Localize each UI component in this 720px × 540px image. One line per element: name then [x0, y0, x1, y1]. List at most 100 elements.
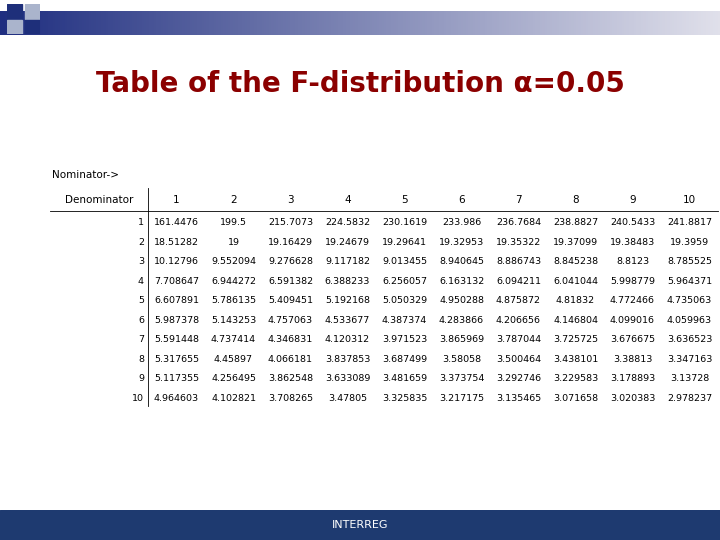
Bar	[218, 11, 221, 35]
Bar	[305, 11, 307, 35]
Text: 2.978237: 2.978237	[667, 394, 712, 403]
Bar	[204, 11, 207, 35]
Bar	[135, 11, 137, 35]
Bar	[466, 11, 468, 35]
Bar	[333, 11, 336, 35]
Text: 19.35322: 19.35322	[496, 238, 541, 247]
Bar	[495, 11, 497, 35]
Bar	[60, 11, 63, 35]
Bar	[610, 11, 612, 35]
Bar	[103, 11, 106, 35]
Bar	[300, 11, 302, 35]
Text: 4.206656: 4.206656	[496, 316, 541, 325]
Text: 233.986: 233.986	[442, 218, 481, 227]
Bar	[626, 11, 629, 35]
Bar	[456, 11, 459, 35]
Bar	[214, 11, 216, 35]
Bar	[146, 11, 149, 35]
Bar	[27, 11, 29, 35]
Bar	[106, 11, 108, 35]
Bar	[410, 11, 413, 35]
Text: 8: 8	[138, 355, 144, 364]
Bar	[355, 11, 358, 35]
Bar	[63, 11, 65, 35]
Bar	[163, 11, 166, 35]
Text: 3.347163: 3.347163	[667, 355, 712, 364]
Text: 230.1619: 230.1619	[382, 218, 427, 227]
Bar	[513, 11, 516, 35]
Bar	[182, 11, 185, 35]
Text: 5.998779: 5.998779	[610, 277, 655, 286]
Bar	[338, 11, 341, 35]
Text: 3.708265: 3.708265	[268, 394, 313, 403]
Bar	[660, 11, 662, 35]
Bar	[324, 11, 326, 35]
Bar	[569, 11, 571, 35]
Text: 10: 10	[683, 195, 696, 205]
Text: 10: 10	[132, 394, 144, 403]
Bar	[492, 11, 495, 35]
Bar	[221, 11, 223, 35]
Text: 161.4476: 161.4476	[154, 218, 199, 227]
Bar	[7, 11, 9, 35]
Bar	[108, 11, 110, 35]
Bar	[372, 11, 374, 35]
Text: 8.886743: 8.886743	[496, 258, 541, 266]
Text: 4.066181: 4.066181	[268, 355, 313, 364]
Text: 3.787044: 3.787044	[496, 335, 541, 345]
Bar	[7, 4, 22, 18]
Text: 4.964603: 4.964603	[154, 394, 199, 403]
Text: 4.735063: 4.735063	[667, 296, 712, 306]
Bar	[480, 11, 482, 35]
Bar	[413, 11, 415, 35]
Bar	[7, 21, 22, 34]
Bar	[384, 11, 387, 35]
Bar	[199, 11, 202, 35]
Bar	[22, 11, 24, 35]
Bar	[470, 11, 473, 35]
Bar	[360, 11, 362, 35]
Bar	[653, 11, 655, 35]
Text: 4.772466: 4.772466	[610, 296, 655, 306]
Bar	[605, 11, 607, 35]
Text: 7.708647: 7.708647	[154, 277, 199, 286]
Bar	[468, 11, 470, 35]
Bar	[590, 11, 593, 35]
Bar	[475, 11, 477, 35]
Bar	[691, 11, 693, 35]
Bar	[197, 11, 199, 35]
Bar	[346, 11, 348, 35]
Bar	[689, 11, 691, 35]
Bar	[432, 11, 434, 35]
Bar	[619, 11, 621, 35]
Bar	[180, 11, 182, 35]
Text: 3.38813: 3.38813	[613, 355, 652, 364]
Bar	[648, 11, 650, 35]
Bar	[307, 11, 310, 35]
Bar	[36, 11, 38, 35]
Text: Nominator->: Nominator->	[52, 170, 119, 180]
Bar	[122, 11, 125, 35]
Bar	[437, 11, 439, 35]
Bar	[259, 11, 261, 35]
Bar	[454, 11, 456, 35]
Bar	[225, 11, 228, 35]
Bar	[202, 11, 204, 35]
Bar	[461, 11, 463, 35]
Bar	[331, 11, 333, 35]
Bar	[624, 11, 626, 35]
Bar	[358, 11, 360, 35]
Bar	[713, 11, 715, 35]
Text: Table of the F-distribution α=0.05: Table of the F-distribution α=0.05	[96, 70, 624, 98]
Bar	[374, 11, 377, 35]
Bar	[562, 11, 564, 35]
Bar	[185, 11, 187, 35]
Bar	[142, 11, 144, 35]
Text: 4: 4	[344, 195, 351, 205]
Text: 3.636523: 3.636523	[667, 335, 712, 345]
Text: 4.099016: 4.099016	[610, 316, 655, 325]
Text: 2: 2	[230, 195, 237, 205]
Bar	[362, 11, 365, 35]
Bar	[110, 11, 113, 35]
Bar	[571, 11, 574, 35]
